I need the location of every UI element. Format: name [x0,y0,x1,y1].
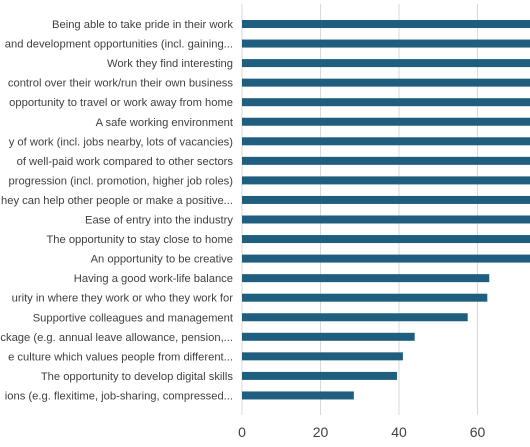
category-label: A safe working environment [96,117,234,129]
category-label: ckage (e.g. annual leave allowance, pens… [0,332,233,344]
category-label: ions (e.g. flexitime, job-sharing, compr… [5,390,233,402]
category-label: control over their work/run their own bu… [8,78,234,90]
category-label: Work they find interesting [107,58,233,70]
category-label: of well-paid work compared to other sect… [17,156,234,168]
category-label: The opportunity to stay close to home [46,234,233,246]
bar [242,332,415,341]
category-label: hey can help other people or make a posi… [1,195,233,207]
category-label: Being able to take pride in their work [52,19,233,31]
category-label: The opportunity to develop digital skill… [41,371,234,383]
x-tick-label: 60 [470,424,486,440]
category-label: Having a good work-life balance [74,273,233,285]
x-tick-labels: 0 20 40 60 [238,424,485,440]
bar [242,176,530,185]
bar [242,352,403,361]
category-label: progression (incl. promotion, higher job… [9,175,234,187]
bar [242,78,530,87]
bar [242,59,530,68]
bar [242,235,530,244]
bar [242,254,530,263]
bar [242,20,530,28]
category-labels: Being able to take pride in their work an… [0,19,233,402]
bar [242,293,488,302]
bar [242,215,530,224]
x-tick-label: 40 [391,424,407,440]
category-label: y of work (incl. jobs nearby, lots of va… [9,136,234,148]
bar [242,195,530,204]
bar [242,391,354,400]
bars [242,20,530,400]
category-label: e culture which values people from diffe… [8,351,233,363]
bar [242,98,530,107]
category-label: An opportunity to be creative [91,254,233,266]
bar [242,117,530,126]
x-tick-label: 20 [313,424,329,440]
bar [242,156,530,165]
bar [242,313,468,322]
bar [242,274,490,283]
x-tick-label: 0 [238,424,246,440]
category-label: opportunity to travel or work away from … [9,97,233,109]
category-label: urity in where they work or who they wor… [12,293,234,305]
gridlines [241,4,478,415]
bar [242,39,530,48]
category-label: and development opportunities (incl. gai… [5,39,233,51]
bar [242,371,398,380]
category-label: Supportive colleagues and management [33,312,234,324]
bar [242,137,530,146]
category-label: Ease of entry into the industry [85,215,233,227]
